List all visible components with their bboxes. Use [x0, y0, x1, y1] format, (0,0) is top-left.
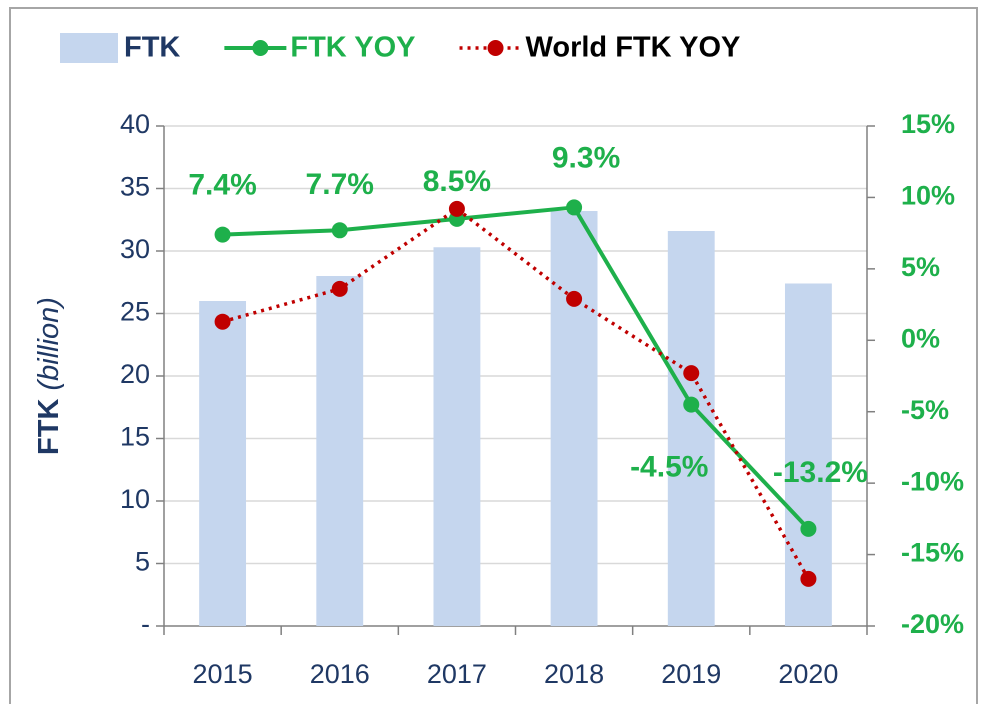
bar: [199, 301, 247, 626]
y2-tick-label: 10%: [901, 181, 955, 211]
data-label: 7.4%: [188, 168, 256, 201]
point: [214, 313, 231, 330]
x-tick-label: 2018: [544, 659, 604, 689]
data-label: 8.5%: [423, 165, 491, 198]
y-tick-label: 10: [120, 484, 150, 514]
y2-tick-label: -5%: [901, 395, 949, 425]
y2-tick-label: 0%: [901, 323, 940, 353]
legend-swatch: [60, 33, 118, 63]
bar: [784, 283, 832, 626]
bar: [433, 247, 481, 626]
y2-tick-label: 5%: [901, 252, 940, 282]
bar: [550, 211, 598, 626]
y-tick-label: 40: [120, 109, 150, 139]
y-tick-label: 5: [135, 547, 150, 577]
data-label: -13.2%: [773, 456, 868, 489]
y-tick-label: -: [141, 609, 150, 639]
legend-marker: [487, 40, 504, 56]
data-label: -4.5%: [630, 450, 708, 483]
bar: [667, 231, 715, 626]
chart-border: [9, 7, 978, 704]
point: [448, 200, 465, 217]
y-tick-label: 30: [120, 234, 150, 264]
y2-tick-label: -10%: [901, 466, 964, 496]
point: [331, 222, 348, 239]
y-tick-label: 15: [120, 422, 150, 452]
y2-tick-label: -20%: [901, 609, 964, 639]
x-tick-label: 2017: [427, 659, 487, 689]
line: [222, 206, 810, 580]
point: [566, 290, 583, 307]
y-axis-label: FTK (billion): [33, 297, 65, 455]
line: [222, 205, 810, 531]
y-tick-label: 35: [120, 172, 150, 202]
y-tick-label: 20: [120, 359, 150, 389]
data-label: 9.3%: [552, 141, 620, 174]
point: [800, 570, 817, 587]
y-label-main: FTK: [33, 399, 65, 455]
legend-label: World FTK YOY: [526, 32, 741, 64]
x-tick-label: 2020: [778, 659, 838, 689]
data-label: 7.7%: [306, 168, 374, 201]
y2-tick-label: -15%: [901, 538, 964, 568]
point: [331, 280, 348, 297]
legend-label: FTK: [124, 32, 180, 64]
x-tick-label: 2019: [661, 659, 721, 689]
point: [214, 226, 231, 243]
bar: [316, 276, 364, 626]
point: [683, 365, 700, 382]
y-label-unit: (billion): [33, 297, 65, 390]
y2-tick-label: 15%: [901, 109, 955, 139]
point: [683, 396, 700, 413]
point: [566, 199, 583, 216]
x-tick-label: 2015: [193, 659, 253, 689]
y-tick-label: 25: [120, 297, 150, 327]
legend-marker: [252, 40, 269, 56]
legend-label: FTK YOY: [290, 32, 415, 64]
x-tick-label: 2016: [310, 659, 370, 689]
point: [800, 520, 817, 537]
